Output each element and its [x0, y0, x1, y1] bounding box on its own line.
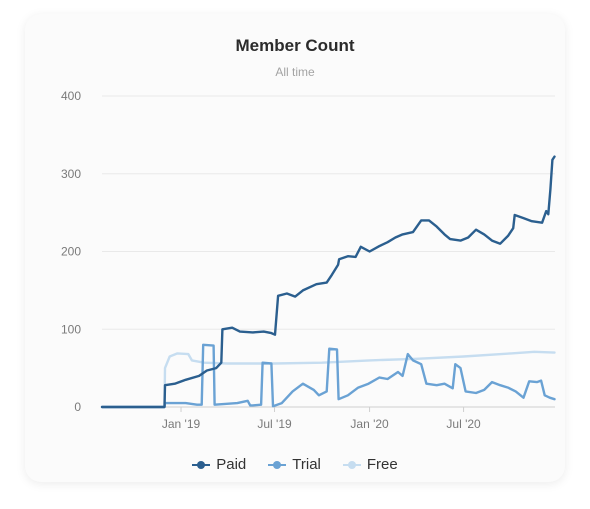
legend-item-paid[interactable]: Paid: [192, 456, 246, 473]
x-tick-label: Jan '20: [350, 417, 389, 431]
x-tick-label: Jan '19: [162, 417, 201, 431]
x-axis-ticks: Jan '19 Jul '19 Jan '20 Jul '20: [162, 407, 481, 431]
x-tick-label: Jul '20: [446, 417, 481, 431]
chart-plot: 0 100 200 300 400 Jan '19 Jul '19 Jan '20 Jul '…: [61, 89, 556, 431]
chart-card: Member Count All time 0 100 200 300 400 Jan …: [25, 14, 565, 482]
x-tick-label: Jul '19: [257, 417, 292, 431]
legend-label: Paid: [216, 456, 247, 473]
trial-swatch-icon: [268, 460, 287, 470]
series-line-paid[interactable]: [100, 155, 556, 409]
legend-label: Free: [366, 456, 398, 473]
legend-item-trial[interactable]: Trial: [268, 456, 321, 473]
y-tick-label: 400: [61, 89, 81, 103]
y-tick-label: 200: [61, 245, 81, 259]
grid-lines: [102, 95, 555, 408]
y-axis-ticks: 0 100 200 300 400: [61, 89, 81, 414]
series-lines: [100, 155, 556, 409]
series-line-trial[interactable]: [100, 343, 556, 409]
series-line-free[interactable]: [100, 350, 556, 409]
chart-subtitle: All time: [275, 65, 315, 79]
free-swatch-icon: [342, 460, 361, 470]
y-tick-label: 0: [74, 400, 81, 414]
y-tick-label: 100: [61, 322, 81, 336]
y-tick-label: 300: [61, 167, 81, 181]
chart-title: Member Count: [235, 36, 355, 55]
legend-item-free[interactable]: Free: [342, 456, 398, 473]
legend: Paid Trial Free: [25, 456, 565, 473]
legend-label: Trial: [292, 456, 321, 473]
paid-swatch-icon: [192, 460, 211, 470]
